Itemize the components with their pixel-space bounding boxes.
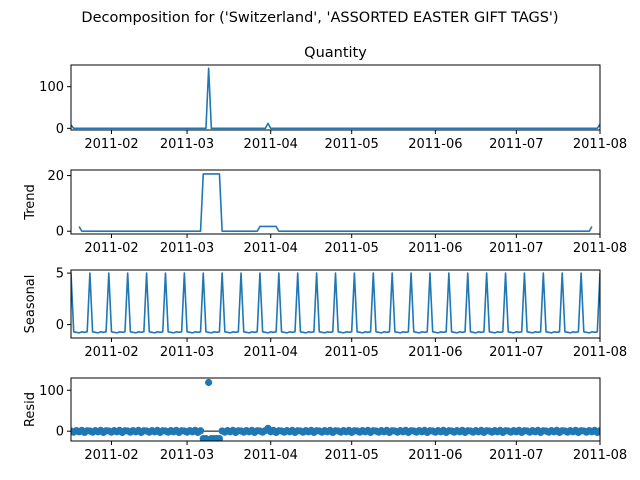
x-tick-label: 2011-04 xyxy=(244,241,298,256)
y-axis-label: Resid xyxy=(23,392,38,427)
x-tick-label: 2011-05 xyxy=(325,448,379,463)
x-tick-label: 2011-04 xyxy=(244,345,298,360)
x-tick-label: 2011-02 xyxy=(84,137,138,152)
x-tick-label: 2011-08 xyxy=(573,137,627,152)
x-tick-label: 2011-03 xyxy=(160,448,214,463)
series xyxy=(71,378,600,441)
y-axis-label: Seasonal xyxy=(23,275,38,334)
panel-title: Quantity xyxy=(304,45,367,61)
x-tick-label: 2011-07 xyxy=(489,241,543,256)
y-tick-label: 0 xyxy=(56,225,64,240)
x-tick-label: 2011-04 xyxy=(244,448,298,463)
x-tick-label: 2011-07 xyxy=(489,137,543,152)
axes-frame xyxy=(70,64,601,131)
x-tick-label: 2011-02 xyxy=(84,448,138,463)
panel-1: Quantity 0 100 2011-02 2011-03 2011-04 2011-05… xyxy=(39,45,627,152)
series-line xyxy=(71,272,600,334)
x-tick-label: 2011-05 xyxy=(325,345,379,360)
axes-frame xyxy=(70,377,601,442)
y-tick-label: 100 xyxy=(39,384,64,399)
x-tick-label: 2011-03 xyxy=(160,137,214,152)
series-line xyxy=(78,173,593,233)
y-tick-label: 100 xyxy=(39,80,64,95)
series xyxy=(71,272,600,334)
y-tick-label: 0 xyxy=(56,318,64,333)
y-tick-label: 20 xyxy=(47,169,64,184)
series-line xyxy=(71,67,600,130)
axes-frame xyxy=(70,269,601,339)
y-tick-label: 5 xyxy=(56,267,64,282)
resid-point xyxy=(596,427,600,435)
x-tick-label: 2011-02 xyxy=(84,241,138,256)
y-axis-label: Trend xyxy=(23,184,38,221)
y-tick-label: 0 xyxy=(56,425,64,440)
x-tick-label: 2011-06 xyxy=(408,137,462,152)
resid-point xyxy=(205,378,213,387)
x-tick-label: 2011-08 xyxy=(573,448,627,463)
series xyxy=(78,173,593,233)
resid-point xyxy=(202,434,210,441)
x-tick-label: 2011-08 xyxy=(573,345,627,360)
figure-suptitle: Decomposition for ('Switzerland', 'ASSOR… xyxy=(81,10,558,26)
x-tick-label: 2011-07 xyxy=(489,448,543,463)
x-tick-label: 2011-08 xyxy=(573,241,627,256)
series xyxy=(71,67,600,130)
x-tick-label: 2011-02 xyxy=(84,345,138,360)
x-tick-label: 2011-06 xyxy=(408,345,462,360)
x-tick-label: 2011-05 xyxy=(325,241,379,256)
x-tick-label: 2011-03 xyxy=(160,345,214,360)
resid-point xyxy=(196,427,205,435)
y-tick-label: 0 xyxy=(56,122,64,137)
x-tick-label: 2011-03 xyxy=(160,241,214,256)
panel-2: Trend 0 20 2011-02 2011-03 2011-04 2011-05 2011… xyxy=(23,169,627,256)
axes-frame xyxy=(70,169,601,235)
resid-point xyxy=(215,434,224,441)
x-tick-label: 2011-06 xyxy=(408,241,462,256)
x-tick-label: 2011-06 xyxy=(408,448,462,463)
x-tick-label: 2011-04 xyxy=(244,137,298,152)
panel-4: Resid 0 100 2011-02 2011-03 2011-04 2011-05 201… xyxy=(23,377,627,463)
x-tick-label: 2011-05 xyxy=(325,137,379,152)
x-tick-label: 2011-07 xyxy=(489,345,543,360)
panel-3: Seasonal 0 5 2011-02 2011-03 2011-04 2011-05 20… xyxy=(23,267,627,360)
